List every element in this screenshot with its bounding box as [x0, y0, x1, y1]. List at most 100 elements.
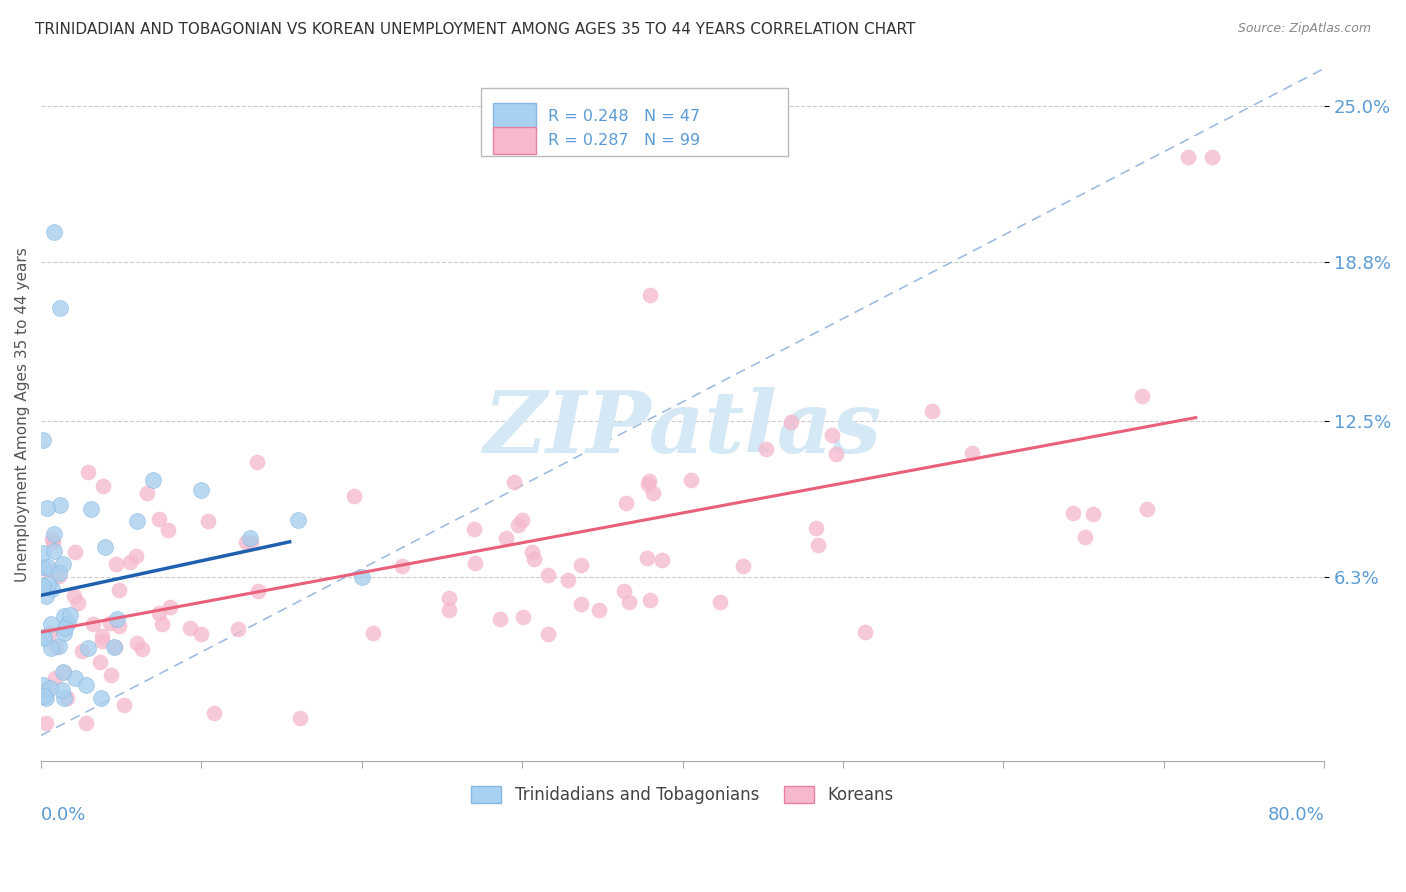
Point	[52, 665, 75, 679]
Point	[120, 555, 142, 569]
Point	[510, 513, 533, 527]
Point	[150, 617, 173, 632]
Point	[37, 576, 59, 591]
Point	[51, 683, 73, 698]
Point	[755, 442, 778, 456]
Point	[44, 544, 66, 558]
Point	[76, 715, 98, 730]
Point	[35, 683, 58, 698]
Point	[66, 596, 89, 610]
Point	[502, 475, 524, 490]
Point	[63, 589, 86, 603]
Point	[637, 477, 659, 491]
Point	[638, 593, 661, 607]
Point	[34, 689, 56, 703]
Point	[613, 584, 636, 599]
Point	[98, 615, 121, 630]
Point	[226, 622, 249, 636]
Point	[804, 521, 827, 535]
Point	[82, 616, 104, 631]
Point	[131, 642, 153, 657]
Point	[142, 473, 165, 487]
Point	[807, 538, 830, 552]
Point	[651, 552, 673, 566]
Point	[31, 560, 53, 574]
Point	[391, 559, 413, 574]
Point	[235, 534, 257, 549]
Point	[90, 634, 112, 648]
Point	[731, 558, 754, 573]
Point	[679, 474, 702, 488]
Point	[190, 627, 212, 641]
Point	[125, 549, 148, 563]
Point	[94, 540, 117, 554]
Point	[53, 621, 76, 635]
Point	[464, 556, 486, 570]
Point	[557, 574, 579, 588]
Point	[44, 671, 66, 685]
FancyBboxPatch shape	[492, 127, 536, 154]
Point	[59, 607, 82, 622]
Point	[63, 672, 86, 686]
Point	[41, 533, 63, 547]
Point	[31, 546, 53, 560]
Point	[65, 545, 87, 559]
Point	[495, 531, 517, 545]
Point	[148, 606, 170, 620]
Point	[90, 690, 112, 705]
Point	[37, 500, 59, 515]
Text: 0.0%: 0.0%	[41, 805, 87, 824]
Point	[41, 616, 63, 631]
Point	[617, 594, 640, 608]
Point	[49, 301, 72, 315]
Point	[80, 501, 103, 516]
Point	[508, 518, 530, 533]
Point	[108, 582, 131, 597]
Point	[643, 486, 665, 500]
Point	[72, 643, 94, 657]
Point	[91, 629, 114, 643]
Point	[522, 551, 544, 566]
Point	[76, 465, 98, 479]
Point	[49, 498, 72, 512]
Point	[52, 609, 75, 624]
Text: R = 0.287   N = 99: R = 0.287 N = 99	[548, 133, 700, 148]
Point	[91, 479, 114, 493]
Point	[1062, 506, 1084, 520]
Point	[960, 446, 983, 460]
Point	[1081, 507, 1104, 521]
Text: R = 0.248   N = 47: R = 0.248 N = 47	[548, 110, 700, 124]
Point	[44, 526, 66, 541]
Point	[105, 612, 128, 626]
Point	[636, 550, 658, 565]
Point	[48, 639, 70, 653]
Point	[52, 690, 75, 705]
Point	[638, 474, 661, 488]
Point	[780, 415, 803, 429]
Point	[179, 621, 201, 635]
Point	[31, 678, 53, 692]
Point	[56, 690, 79, 705]
Point	[512, 610, 534, 624]
Point	[1130, 389, 1153, 403]
Point	[1201, 150, 1223, 164]
Point	[588, 603, 610, 617]
Point	[31, 579, 53, 593]
Point	[100, 668, 122, 682]
Point	[855, 625, 877, 640]
Point	[42, 225, 65, 239]
FancyBboxPatch shape	[492, 103, 536, 131]
Point	[159, 600, 181, 615]
Point	[31, 630, 53, 644]
Point	[32, 631, 55, 645]
Point	[437, 603, 460, 617]
Point	[127, 636, 149, 650]
Point	[824, 447, 846, 461]
Point	[821, 428, 844, 442]
Text: ZIPatlas: ZIPatlas	[484, 386, 882, 470]
Point	[247, 583, 270, 598]
Point	[287, 512, 309, 526]
Point	[342, 489, 364, 503]
Point	[463, 522, 485, 536]
Point	[112, 698, 135, 713]
